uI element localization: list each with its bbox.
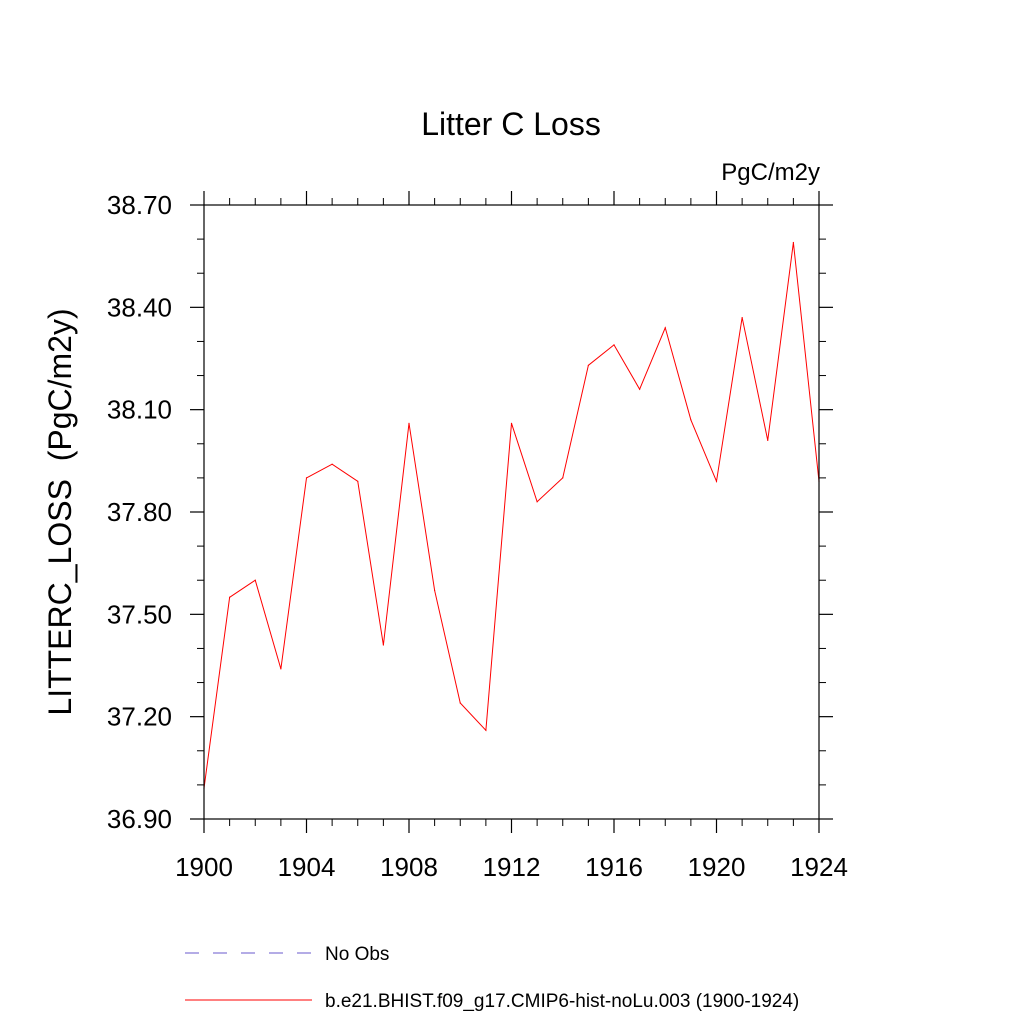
data-point — [434, 589, 436, 592]
data-point — [229, 596, 231, 598]
data-point — [690, 419, 692, 421]
series-layer — [203, 241, 820, 789]
data-point — [664, 327, 666, 329]
data-point — [741, 316, 743, 319]
y-tick-label: 36.90 — [107, 804, 172, 834]
legend: No Obs b.e21.BHIST.f09_g17.CMIP6-hist-no… — [185, 944, 799, 1012]
data-point — [280, 668, 282, 670]
y-tick-label: 37.20 — [107, 702, 172, 732]
data-point — [485, 729, 487, 731]
data-point — [639, 388, 641, 390]
plot-frame — [203, 204, 820, 820]
data-point — [254, 579, 256, 581]
data-point — [357, 480, 359, 482]
data-point — [382, 644, 384, 646]
legend-label-no-obs: No Obs — [325, 944, 389, 965]
legend-label-model: b.e21.BHIST.f09_g17.CMIP6-hist-noLu.003 … — [325, 991, 799, 1012]
x-tick-label: 1900 — [175, 852, 233, 882]
data-point — [331, 463, 333, 465]
x-tick-label: 1908 — [380, 852, 438, 882]
x-tick-label: 1916 — [585, 852, 643, 882]
y-tick-label: 38.40 — [107, 292, 172, 322]
x-tick-label: 1904 — [278, 852, 336, 882]
units-label: PgC/m2y — [721, 159, 820, 186]
data-point — [792, 241, 794, 244]
data-point — [536, 501, 538, 503]
y-tick-label: 37.50 — [107, 599, 172, 629]
data-point — [459, 702, 461, 704]
data-point — [562, 477, 564, 479]
x-tick-label: 1920 — [688, 852, 746, 882]
data-point — [767, 439, 769, 441]
y-axis-label: LITTERC_LOSS (PgC/m2y) — [42, 308, 78, 715]
tick-layer: 1900 1904 1908 1912 1916 1920 1924 36.90 37.20 37… — [107, 190, 848, 882]
data-point — [408, 422, 410, 424]
y-tick-label: 37.80 — [107, 497, 172, 527]
data-point — [510, 422, 513, 424]
chart-title: Litter C Loss — [421, 106, 601, 142]
data-point — [305, 477, 308, 479]
data-point — [715, 480, 718, 482]
data-point — [613, 344, 615, 346]
data-point — [587, 364, 589, 366]
x-tick-label: 1912 — [483, 852, 541, 882]
series-line — [203, 242, 820, 789]
y-tick-label: 38.10 — [107, 395, 172, 425]
x-tick-label: 1924 — [790, 852, 848, 882]
y-tick-label: 38.70 — [107, 190, 172, 220]
